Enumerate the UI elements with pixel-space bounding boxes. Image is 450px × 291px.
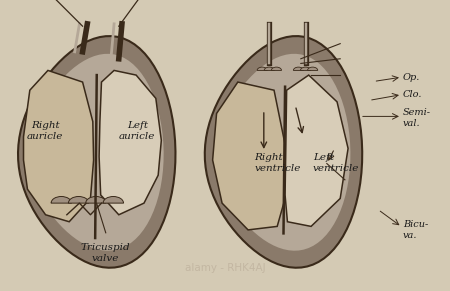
Wedge shape [293, 67, 304, 70]
Wedge shape [264, 67, 274, 70]
Text: Right
auricle: Right auricle [27, 121, 63, 141]
Wedge shape [307, 67, 318, 70]
Polygon shape [23, 70, 94, 222]
Wedge shape [301, 67, 310, 70]
Text: Left
auricle: Left auricle [119, 121, 155, 141]
Polygon shape [216, 54, 351, 251]
Text: Op.: Op. [403, 73, 420, 81]
Wedge shape [68, 196, 89, 203]
Polygon shape [285, 75, 348, 226]
Text: Left
ventricle: Left ventricle [313, 153, 359, 173]
Text: Clo.: Clo. [403, 90, 422, 99]
Polygon shape [30, 54, 164, 251]
Wedge shape [271, 67, 282, 70]
Polygon shape [212, 82, 286, 230]
Text: Right
ventricle: Right ventricle [254, 153, 301, 173]
Polygon shape [18, 36, 176, 268]
Wedge shape [103, 196, 123, 203]
Text: Bicu-
va.: Bicu- va. [403, 220, 428, 239]
Wedge shape [257, 67, 267, 70]
Polygon shape [99, 70, 161, 215]
Text: Semi-
val.: Semi- val. [403, 108, 431, 127]
Text: Tricuspid
valve: Tricuspid valve [81, 244, 130, 263]
Wedge shape [86, 196, 106, 203]
Polygon shape [205, 36, 362, 268]
Wedge shape [51, 196, 72, 203]
Text: alamy - RHK4AJ: alamy - RHK4AJ [184, 263, 266, 273]
